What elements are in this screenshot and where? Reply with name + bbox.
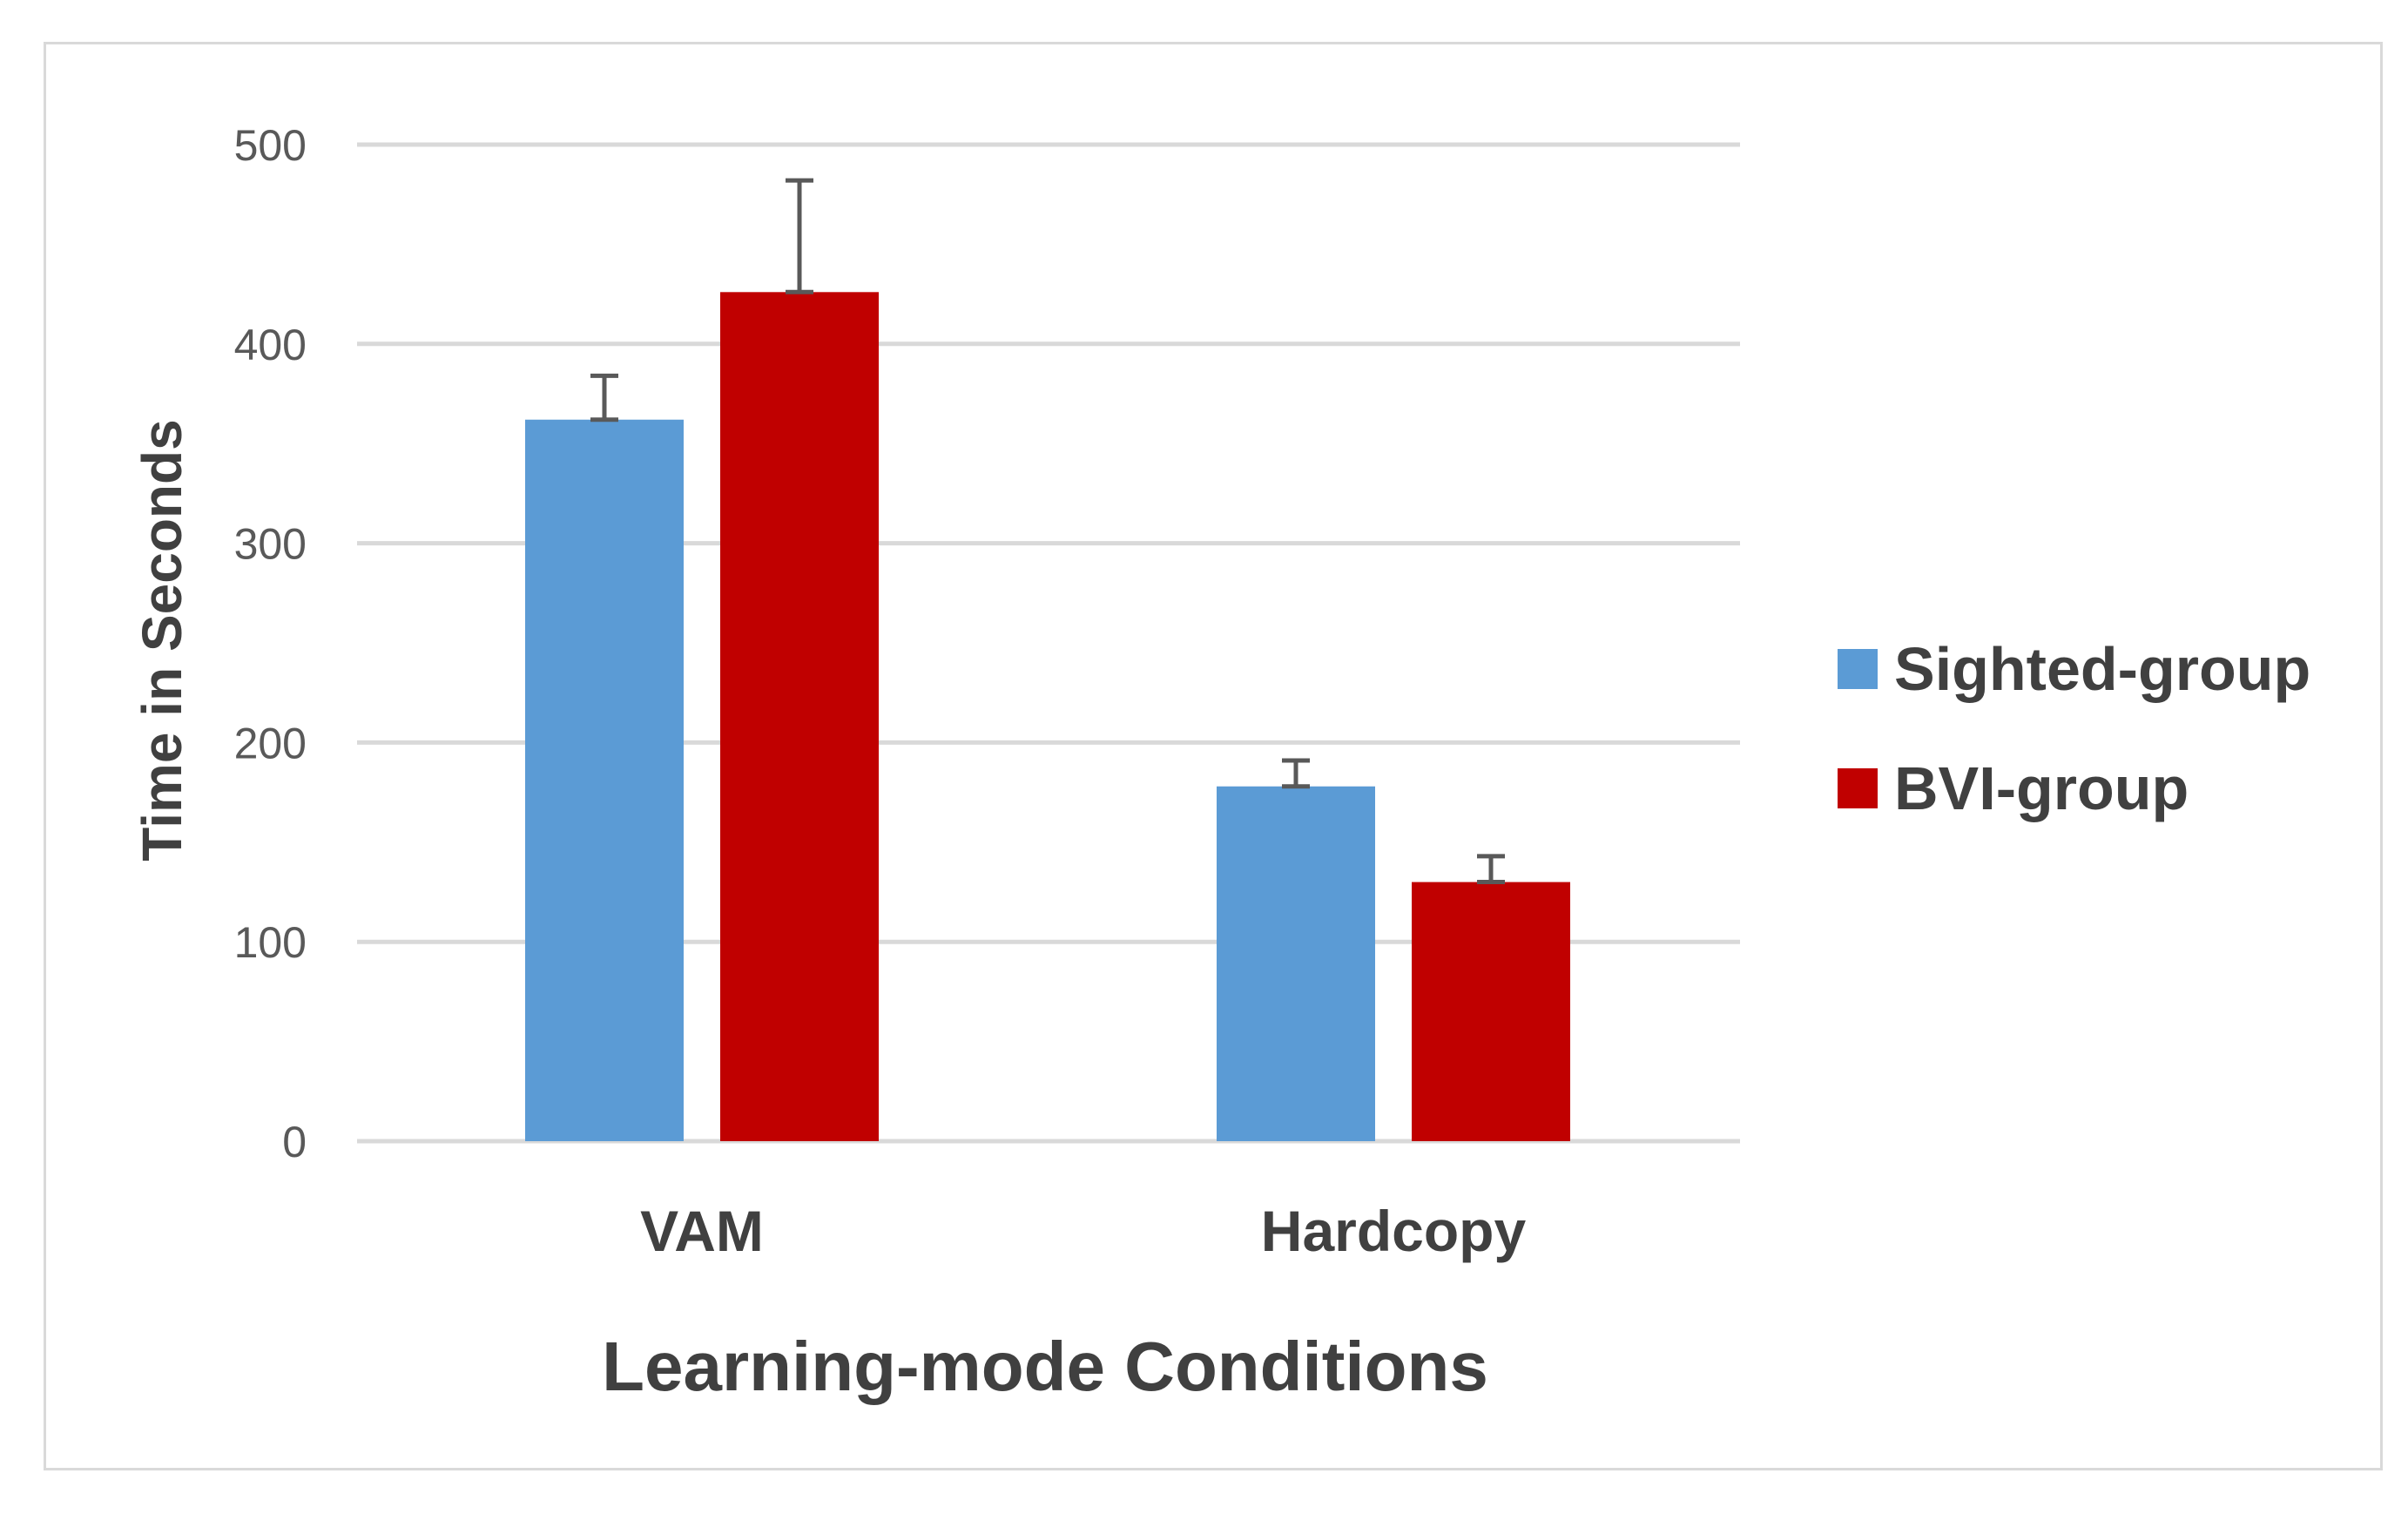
x-category-label: Hardcopy: [1261, 1199, 1527, 1263]
x-axis-categories: VAM Hardcopy: [640, 1199, 1526, 1263]
y-tick-label: 0: [282, 1118, 307, 1166]
legend: Sighted-group BVI-group: [1838, 635, 2310, 822]
chart-frame: [44, 42, 2383, 1470]
error-bar-vam-sighted-group: [590, 373, 618, 422]
error-bars: [590, 178, 1505, 885]
error-bar-hardcopy-bvi-group: [1477, 854, 1505, 885]
error-bar-vam-bvi-group: [786, 178, 813, 294]
bar-hardcopy-sighted-group: [1217, 786, 1375, 1141]
y-tick-label: 100: [234, 918, 307, 967]
bar-vam-bvi-group: [720, 292, 879, 1141]
y-tick-label: 200: [234, 719, 307, 767]
y-axis-ticks: 0 100 200 300 400 500: [234, 121, 307, 1166]
legend-swatch: [1838, 768, 1878, 808]
y-tick-label: 300: [234, 520, 307, 569]
bar-hardcopy-bvi-group: [1412, 882, 1570, 1141]
legend-item: BVI-group: [1838, 754, 2189, 822]
y-tick-label: 400: [234, 321, 307, 369]
legend-label: BVI-group: [1894, 754, 2189, 822]
y-axis-title: Time in Seconds: [131, 419, 193, 861]
x-category-label: VAM: [640, 1199, 764, 1263]
legend-item: Sighted-group: [1838, 635, 2310, 703]
x-axis-title: Learning-mode Conditions: [602, 1328, 1488, 1405]
bars: [525, 292, 1570, 1141]
error-bar-hardcopy-sighted-group: [1282, 758, 1310, 789]
legend-label: Sighted-group: [1894, 635, 2310, 703]
legend-swatch: [1838, 649, 1878, 689]
bar-vam-sighted-group: [525, 419, 684, 1141]
y-tick-label: 500: [234, 121, 307, 170]
